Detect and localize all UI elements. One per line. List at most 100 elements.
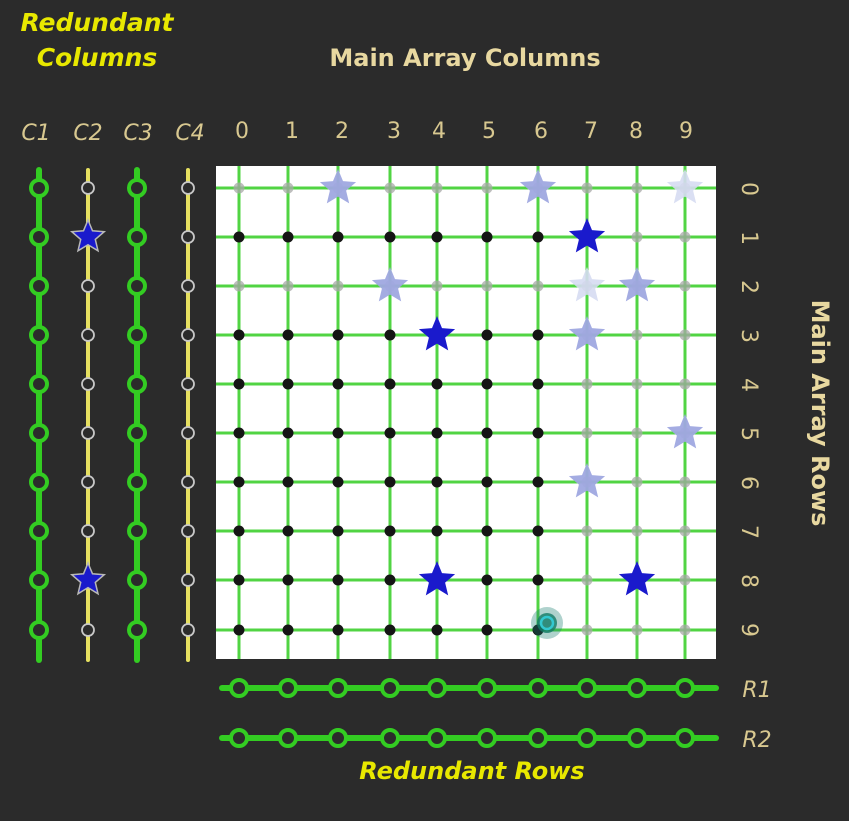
memory-cell <box>532 427 544 439</box>
memory-cell <box>481 476 493 488</box>
redundant-columns <box>29 167 195 663</box>
memory-cell <box>233 574 245 586</box>
fault-star-icon <box>618 267 656 302</box>
main-column-label: 1 <box>285 119 299 144</box>
redundant-column-node <box>181 181 195 195</box>
main-row-label: 1 <box>736 231 761 245</box>
memory-cell <box>532 378 544 390</box>
memory-cell <box>384 231 396 243</box>
memory-cell <box>233 427 245 439</box>
memory-cell <box>532 476 544 488</box>
redundant-column-node <box>127 374 147 394</box>
memory-cell <box>332 427 344 439</box>
memory-cell <box>282 231 294 243</box>
memory-cell <box>384 329 396 341</box>
redundant-column-node <box>181 426 195 440</box>
memory-cell <box>282 182 294 194</box>
main-row-label: 6 <box>736 476 761 490</box>
memory-cell <box>679 231 691 243</box>
memory-cell <box>481 624 493 636</box>
memory-cell <box>631 525 643 537</box>
main-array-faults <box>319 169 704 596</box>
redundant-column-node <box>181 328 195 342</box>
redundant-column-node <box>81 377 95 391</box>
main-row-label: 9 <box>736 623 761 637</box>
redundant-column-node <box>181 279 195 293</box>
redundant-column-labels: C1 C2 C3 C4 <box>21 121 204 146</box>
main-column-label: 8 <box>629 119 643 144</box>
fault-star-icon <box>418 316 456 351</box>
memory-cell <box>233 231 245 243</box>
memory-cell <box>532 280 544 292</box>
memory-cell <box>532 574 544 586</box>
memory-cell <box>581 182 593 194</box>
redundant-column-label: C2 <box>73 121 102 146</box>
redundant-row-node <box>477 678 497 698</box>
memory-cell <box>332 574 344 586</box>
redundant-column-node <box>29 570 49 590</box>
redundant-rows <box>219 678 719 748</box>
memory-cell <box>282 378 294 390</box>
redundant-row-node <box>675 678 695 698</box>
redundant-row-node <box>278 728 298 748</box>
redundant-column-node <box>29 227 49 247</box>
fault-star-icon <box>418 561 456 596</box>
redundant-column-node <box>81 475 95 489</box>
redundant-row-node <box>627 678 647 698</box>
memory-cell <box>532 525 544 537</box>
main-array-rows-title: Main Array Rows <box>806 300 834 527</box>
memory-cell <box>481 378 493 390</box>
main-row-label: 2 <box>736 280 761 294</box>
memory-cell <box>481 427 493 439</box>
memory-cell <box>679 280 691 292</box>
memory-cell <box>581 378 593 390</box>
memory-cell <box>581 427 593 439</box>
main-column-label: 7 <box>584 119 598 144</box>
main-column-label: 0 <box>235 119 249 144</box>
memory-cell <box>481 574 493 586</box>
memory-cell <box>282 574 294 586</box>
redundant-columns-title-line2: Columns <box>37 43 158 72</box>
memory-cell <box>679 329 691 341</box>
redundant-column-node <box>181 623 195 637</box>
memory-cell <box>431 378 443 390</box>
main-array-cells <box>233 182 691 636</box>
memory-cell <box>481 280 493 292</box>
redundant-column-node <box>29 325 49 345</box>
memory-cell <box>384 182 396 194</box>
memory-cell <box>679 525 691 537</box>
memory-cell <box>332 624 344 636</box>
main-column-label: 2 <box>335 119 349 144</box>
redundant-row-node <box>528 728 548 748</box>
fault-star-icon <box>618 561 656 596</box>
fault-star-icon <box>568 463 606 498</box>
memory-cell <box>233 182 245 194</box>
memory-cell <box>481 231 493 243</box>
redundant-row-node <box>278 678 298 698</box>
memory-cell <box>384 624 396 636</box>
memory-cell <box>332 231 344 243</box>
memory-cell <box>581 574 593 586</box>
memory-cell <box>282 280 294 292</box>
cursor-layer <box>531 607 563 639</box>
memory-cell <box>431 525 443 537</box>
memory-cell <box>282 624 294 636</box>
memory-cell <box>332 476 344 488</box>
redundant-row-label: R2 <box>742 728 771 753</box>
memory-cell <box>233 280 245 292</box>
main-row-label: 5 <box>736 427 761 441</box>
memory-cell <box>679 574 691 586</box>
redundant-row-node <box>380 728 400 748</box>
redundant-column-node <box>127 276 147 296</box>
redundant-column-node <box>181 377 195 391</box>
redundant-column-node <box>81 623 95 637</box>
memory-cell <box>581 525 593 537</box>
memory-cell <box>631 624 643 636</box>
fault-star-icon <box>568 267 606 302</box>
redundant-column-node <box>181 524 195 538</box>
main-column-label: 4 <box>432 119 446 144</box>
redundant-rows-title: Redundant Rows <box>359 757 584 785</box>
memory-cell <box>631 231 643 243</box>
redundant-column-node <box>127 325 147 345</box>
